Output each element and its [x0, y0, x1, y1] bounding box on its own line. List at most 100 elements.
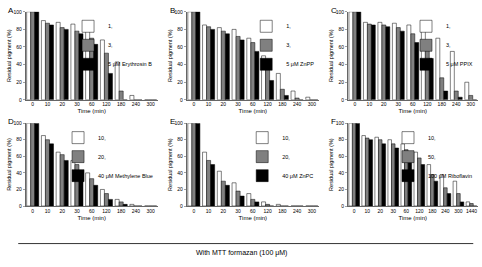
- svg-text:5 μM PPIX: 5 μM PPIX: [446, 61, 473, 67]
- svg-text:30: 30: [235, 101, 241, 107]
- svg-text:40: 40: [177, 170, 183, 176]
- svg-text:0: 0: [341, 97, 344, 103]
- svg-text:5 μM ZnPP: 5 μM ZnPP: [286, 61, 314, 67]
- svg-text:30: 30: [74, 208, 80, 214]
- svg-text:50,: 50,: [428, 154, 436, 160]
- svg-text:10: 10: [45, 101, 51, 107]
- svg-text:0: 0: [31, 101, 34, 107]
- svg-text:20: 20: [16, 186, 22, 192]
- svg-text:0: 0: [192, 208, 195, 214]
- svg-text:120: 120: [415, 208, 424, 214]
- svg-text:20: 20: [16, 79, 22, 85]
- svg-text:1440: 1440: [466, 208, 477, 214]
- svg-text:10: 10: [45, 208, 51, 214]
- svg-text:60: 60: [89, 208, 95, 214]
- svg-text:60: 60: [338, 44, 344, 50]
- svg-text:300: 300: [467, 101, 476, 107]
- svg-text:80: 80: [16, 136, 22, 142]
- svg-text:100: 100: [336, 9, 345, 15]
- svg-text:100: 100: [13, 120, 22, 126]
- svg-text:10: 10: [367, 101, 373, 107]
- svg-text:A: A: [8, 6, 14, 15]
- svg-text:Time (min): Time (min): [399, 215, 427, 221]
- svg-text:40 μM ZnPC: 40 μM ZnPC: [282, 173, 313, 179]
- svg-text:100: 100: [175, 9, 184, 15]
- svg-text:100 μM Riboflavin: 100 μM Riboflavin: [428, 173, 472, 179]
- svg-text:60: 60: [16, 153, 22, 159]
- svg-text:20: 20: [221, 101, 227, 107]
- svg-text:240: 240: [441, 208, 450, 214]
- svg-text:20,: 20,: [282, 154, 290, 160]
- svg-text:Residual pigment (%): Residual pigment (%): [6, 29, 12, 82]
- svg-text:180: 180: [117, 208, 126, 214]
- svg-text:3,: 3,: [286, 42, 291, 48]
- svg-text:300: 300: [147, 208, 156, 214]
- svg-text:40: 40: [16, 61, 22, 67]
- svg-text:240: 240: [452, 101, 461, 107]
- svg-text:B: B: [170, 6, 175, 15]
- svg-text:20: 20: [338, 79, 344, 85]
- svg-text:10: 10: [206, 101, 212, 107]
- svg-text:20: 20: [177, 186, 183, 192]
- svg-text:C: C: [331, 6, 337, 15]
- svg-text:60: 60: [16, 44, 22, 50]
- svg-text:0: 0: [353, 101, 356, 107]
- svg-text:30: 30: [235, 208, 241, 214]
- svg-text:240: 240: [132, 101, 141, 107]
- svg-text:80: 80: [16, 26, 22, 32]
- svg-text:60: 60: [177, 44, 183, 50]
- svg-text:180: 180: [428, 208, 437, 214]
- svg-text:0: 0: [31, 208, 34, 214]
- svg-text:180: 180: [278, 101, 287, 107]
- svg-text:20: 20: [59, 208, 65, 214]
- svg-text:240: 240: [293, 208, 302, 214]
- svg-text:Residual pigment (%): Residual pigment (%): [328, 29, 334, 82]
- svg-text:20: 20: [177, 79, 183, 85]
- svg-text:240: 240: [132, 208, 141, 214]
- svg-text:120: 120: [263, 208, 272, 214]
- svg-text:120: 120: [102, 208, 111, 214]
- svg-text:0: 0: [180, 203, 183, 209]
- svg-text:60: 60: [338, 153, 344, 159]
- svg-text:100: 100: [336, 120, 345, 126]
- svg-text:60: 60: [404, 208, 410, 214]
- svg-text:3,: 3,: [108, 42, 113, 48]
- svg-text:0: 0: [19, 203, 22, 209]
- svg-text:10: 10: [364, 208, 370, 214]
- svg-text:100: 100: [175, 120, 184, 126]
- svg-text:180: 180: [117, 101, 126, 107]
- svg-text:40 μM Methylene Blue: 40 μM Methylene Blue: [98, 173, 153, 179]
- svg-text:10,: 10,: [428, 135, 436, 141]
- svg-text:1,: 1,: [446, 23, 451, 29]
- svg-text:120: 120: [263, 101, 272, 107]
- svg-text:60: 60: [250, 208, 256, 214]
- svg-text:0: 0: [192, 101, 195, 107]
- svg-text:180: 180: [438, 101, 447, 107]
- svg-text:Residual pigment (%): Residual pigment (%): [167, 138, 173, 191]
- svg-text:80: 80: [338, 136, 344, 142]
- svg-text:100: 100: [13, 9, 22, 15]
- svg-text:20,: 20,: [98, 154, 106, 160]
- svg-text:E: E: [170, 117, 175, 126]
- svg-text:0: 0: [353, 208, 356, 214]
- svg-text:300: 300: [308, 101, 317, 107]
- svg-text:30: 30: [396, 101, 402, 107]
- svg-text:20: 20: [338, 186, 344, 192]
- svg-text:30: 30: [390, 208, 396, 214]
- svg-text:30: 30: [74, 101, 80, 107]
- svg-text:80: 80: [177, 26, 183, 32]
- svg-text:0: 0: [341, 203, 344, 209]
- svg-text:40: 40: [177, 61, 183, 67]
- svg-text:40: 40: [338, 61, 344, 67]
- svg-text:Residual pigment (%): Residual pigment (%): [6, 138, 12, 191]
- svg-text:20: 20: [377, 208, 383, 214]
- svg-text:1,: 1,: [108, 23, 113, 29]
- svg-text:60: 60: [410, 101, 416, 107]
- svg-text:20: 20: [59, 101, 65, 107]
- svg-text:20: 20: [221, 208, 227, 214]
- svg-text:80: 80: [177, 136, 183, 142]
- svg-text:Residual pigment (%): Residual pigment (%): [328, 138, 334, 191]
- svg-text:10,: 10,: [98, 135, 106, 141]
- svg-text:10: 10: [206, 208, 212, 214]
- svg-text:40: 40: [338, 170, 344, 176]
